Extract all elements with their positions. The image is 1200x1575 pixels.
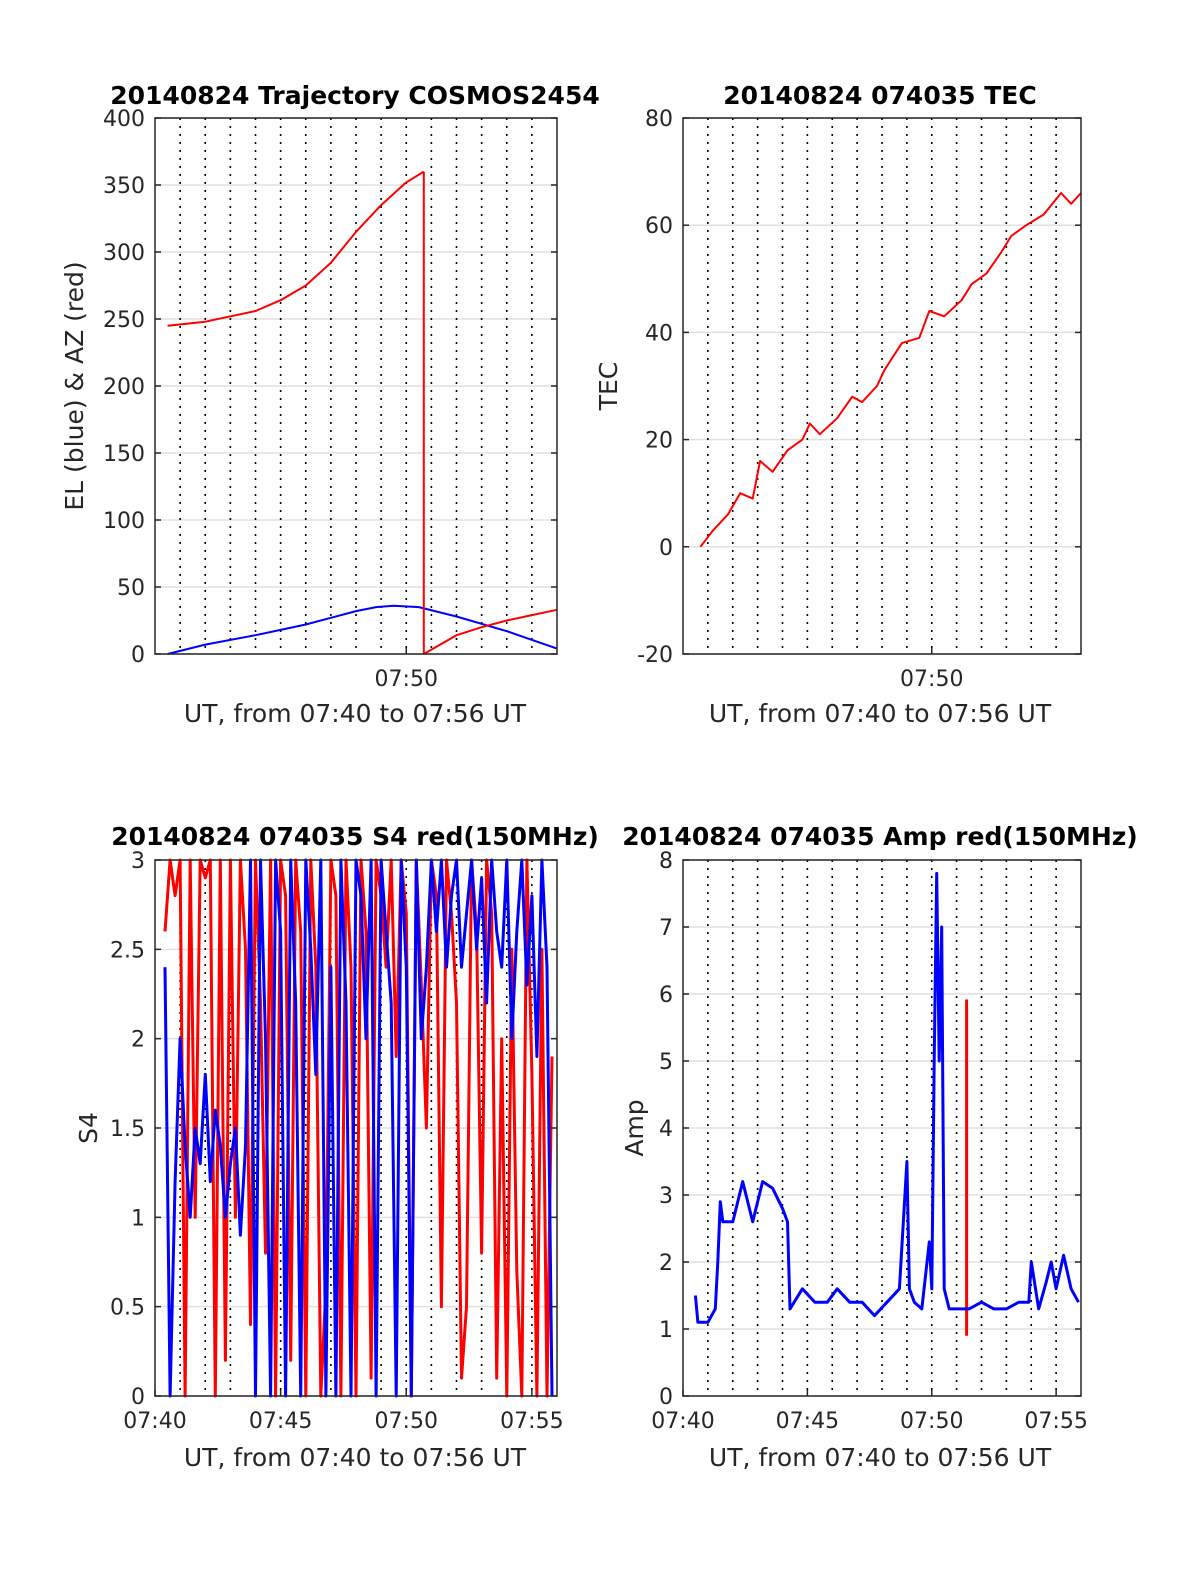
s4-ytick-label: 3 (131, 849, 145, 874)
trajectory-series-0-line (167, 604, 558, 655)
tec-ytick-label: 60 (645, 214, 673, 239)
trajectory-series-1-line (167, 170, 425, 327)
tec-title: 20140824 074035 TEC (723, 81, 1036, 110)
tec-ytick-label: 40 (645, 321, 673, 346)
trajectory-ytick-label: 350 (103, 174, 145, 199)
s4-xtick-label: 07:40 (123, 1409, 186, 1434)
s4-xtick-label: 07:50 (375, 1409, 438, 1434)
tec-panel: -20 0 20 40 60 80 07:50 20140824 074035 TEC UT… (594, 81, 1082, 728)
tec-series-0-line (699, 192, 1082, 548)
amp-ytick-label: 1 (659, 1318, 673, 1343)
trajectory-ytick-label: 300 (103, 241, 145, 266)
amp-ylabel: Amp (620, 1099, 649, 1156)
amp-ytick-label: 0 (659, 1385, 673, 1410)
s4-xtick-label: 07:55 (500, 1409, 563, 1434)
trajectory-ytick-label: 150 (103, 442, 145, 467)
trajectory-ytick-label: 0 (131, 643, 145, 668)
trajectory-ylabel: EL (blue) & AZ (red) (60, 261, 89, 510)
s4-xlabel: UT, from 07:40 to 07:56 UT (184, 1443, 527, 1472)
amp-panel: 0 1 2 3 4 5 6 7 8 07:40 07:45 07:50 07:55 20140824 0… (620, 822, 1138, 1472)
tec-xtick-label: 07:50 (900, 667, 963, 692)
s4-series-0-line (163, 858, 554, 1398)
tec-ytick-label: 80 (645, 107, 673, 132)
trajectory-ytick-label: 200 (103, 375, 145, 400)
s4-panel: 0 0.5 1 1.5 2 2.5 3 07:40 07:45 07:50 07:55 201408… (74, 822, 599, 1472)
trajectory-xlabel: UT, from 07:40 to 07:56 UT (184, 699, 527, 728)
s4-ytick-label: 0 (131, 1385, 145, 1410)
s4-xtick-label: 07:45 (249, 1409, 312, 1434)
tec-xlabel: UT, from 07:40 to 07:56 UT (709, 699, 1052, 728)
amp-plot-area: 0 1 2 3 4 5 6 7 8 07:40 07:45 07:50 07:55 (651, 849, 1088, 1434)
amp-ytick-label: 8 (659, 849, 673, 874)
trajectory-series-1-line (422, 171, 558, 655)
trajectory-ytick-label: 250 (103, 308, 145, 333)
amp-xtick-label: 07:50 (900, 1409, 963, 1434)
s4-series-1-line (163, 858, 554, 1398)
s4-ytick-label: 1.5 (110, 1117, 145, 1142)
trajectory-ytick-label: 100 (103, 509, 145, 534)
trajectory-panel: 0 50 100 150 200 250 300 350 400 07:50 20140824 T… (60, 81, 600, 728)
s4-ylabel: S4 (74, 1112, 103, 1144)
s4-ytick-label: 2 (131, 1028, 145, 1053)
s4-ytick-label: 2.5 (110, 938, 145, 963)
amp-xtick-label: 07:55 (1024, 1409, 1087, 1434)
tec-ylabel: TEC (594, 362, 623, 412)
amp-ytick-label: 7 (659, 916, 673, 941)
tec-ytick-label: -20 (637, 643, 673, 668)
amp-ytick-label: 3 (659, 1184, 673, 1209)
amp-ytick-label: 2 (659, 1251, 673, 1276)
trajectory-ytick-label: 50 (117, 576, 145, 601)
amp-xlabel: UT, from 07:40 to 07:56 UT (709, 1443, 1052, 1472)
trajectory-ytick-label: 400 (103, 107, 145, 132)
tec-plot-area: -20 0 20 40 60 80 07:50 (637, 107, 1082, 692)
trajectory-xtick-label: 07:50 (375, 667, 438, 692)
trajectory-title: 20140824 Trajectory COSMOS2454 (110, 81, 600, 110)
s4-ytick-label: 0.5 (110, 1296, 145, 1321)
s4-ytick-label: 1 (131, 1206, 145, 1231)
amp-ytick-label: 6 (659, 983, 673, 1008)
tec-ytick-label: 0 (659, 536, 673, 561)
amp-series-1-line (693, 871, 1080, 1324)
amp-ytick-label: 4 (659, 1117, 673, 1142)
amp-xtick-label: 07:45 (776, 1409, 839, 1434)
tec-ytick-label: 20 (645, 429, 673, 454)
trajectory-plot-area: 0 50 100 150 200 250 300 350 400 07:50 (103, 107, 558, 692)
amp-xtick-label: 07:40 (651, 1409, 714, 1434)
tec-axes-box (682, 117, 1082, 655)
s4-title: 20140824 074035 S4 red(150MHz) (111, 822, 599, 851)
amp-title: 20140824 074035 Amp red(150MHz) (622, 822, 1138, 851)
s4-plot-area: 0 0.5 1 1.5 2 2.5 3 07:40 07:45 07:50 07:55 (110, 849, 564, 1434)
amp-ytick-label: 5 (659, 1050, 673, 1075)
